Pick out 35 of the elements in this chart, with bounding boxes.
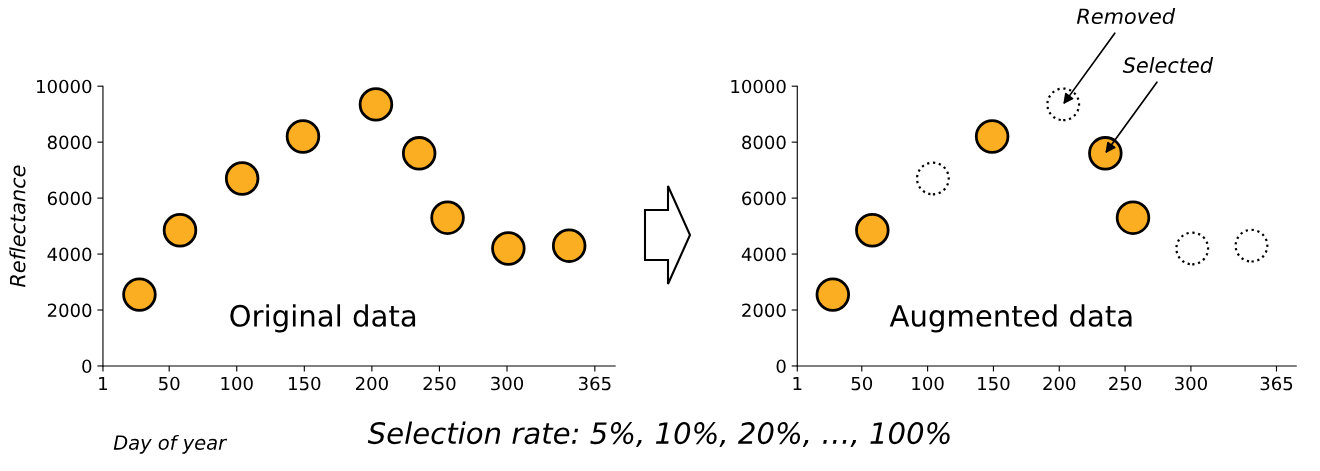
annotation: Selected [1122, 56, 1214, 74]
x-tick-label: 365 [578, 376, 611, 391]
annotation: Removed [1076, 7, 1176, 25]
x-tick-label: 200 [355, 376, 388, 391]
x-tick-label: 50 [851, 376, 873, 391]
y-axis-title: Reflectance [9, 165, 26, 288]
text: Selection rate: 5%, 10%, 20%, …, 100% [367, 421, 950, 448]
y-tick-label: 10000 [37, 79, 92, 94]
y-tick-label: 4000 [47, 247, 92, 262]
x-tick-label: 300 [491, 376, 524, 391]
y-tick-label: 8000 [47, 135, 92, 150]
x-tick-label: 50 [159, 376, 180, 391]
x-tick-label: 1 [793, 376, 802, 391]
y-tick-label: 8000 [742, 135, 786, 150]
x-tick-label: 1 [99, 376, 108, 391]
annotation: Original data [230, 304, 416, 333]
y-tick-label: 10000 [731, 79, 786, 94]
y-tick-label: 6000 [47, 191, 92, 206]
y-tick-label: 2000 [47, 303, 92, 318]
x-tick-label: 150 [289, 376, 321, 391]
annotation: Augmented data [889, 304, 1132, 333]
x-axis-title: Day of year [113, 434, 228, 454]
x-tick-label: 150 [978, 376, 1010, 391]
x-tick-label: 200 [1043, 376, 1076, 391]
y-tick-label: 0 [776, 359, 786, 374]
x-tick-label: 250 [1109, 376, 1142, 391]
x-tick-label: 100 [912, 376, 944, 391]
y-tick-label: 2000 [742, 303, 786, 318]
x-tick-label: 365 [1260, 376, 1293, 391]
y-tick-label: 6000 [742, 191, 786, 206]
x-tick-label: 100 [221, 376, 253, 391]
x-tick-label: 300 [1175, 376, 1207, 391]
x-tick-label: 250 [423, 376, 456, 391]
y-tick-label: 0 [82, 359, 92, 374]
y-tick-label: 4000 [741, 247, 786, 262]
